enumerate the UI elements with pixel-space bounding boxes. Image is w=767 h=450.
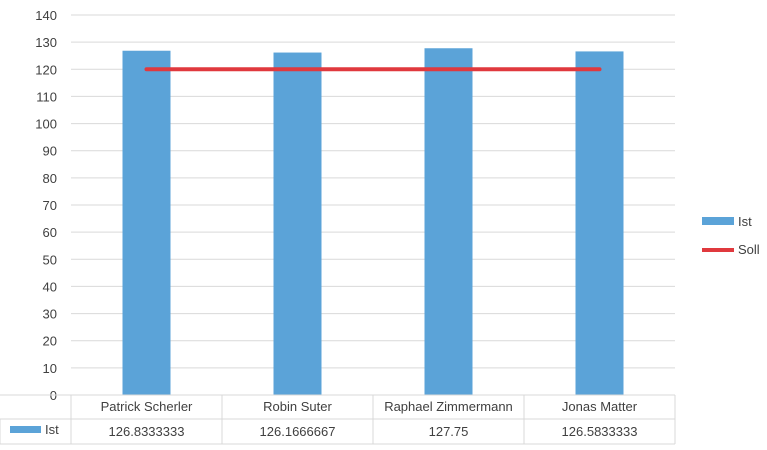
table-value-ist: 127.75 — [429, 424, 469, 439]
y-tick-label: 50 — [43, 252, 57, 267]
bar-ist — [575, 51, 624, 396]
y-tick-label: 30 — [43, 307, 57, 322]
category-label: Robin Suter — [263, 399, 332, 414]
y-axis-ticks: 0102030405060708090100110120130140 — [35, 8, 57, 403]
y-tick-label: 120 — [35, 62, 57, 77]
y-tick-label: 70 — [43, 198, 57, 213]
bar-ist — [122, 50, 171, 395]
data-table: Patrick Scherler Robin Suter Raphael Zimme… — [0, 394, 676, 445]
bar-ist — [424, 48, 473, 395]
table-value-ist: 126.1666667 — [260, 424, 336, 439]
legend: Ist Soll — [702, 214, 760, 257]
legend-label-soll: Soll — [738, 242, 760, 257]
category-label: Patrick Scherler — [101, 399, 193, 414]
legend-label-ist: Ist — [738, 214, 752, 229]
y-tick-label: 110 — [36, 89, 57, 104]
y-tick-label: 130 — [35, 35, 57, 50]
y-tick-label: 60 — [43, 225, 57, 240]
y-tick-label: 80 — [43, 171, 57, 186]
category-label: Jonas Matter — [562, 399, 638, 414]
table-value-ist: 126.5833333 — [562, 424, 638, 439]
y-tick-label: 140 — [35, 8, 57, 23]
table-value-ist: 126.8333333 — [109, 424, 185, 439]
y-tick-label: 10 — [43, 361, 57, 376]
bars-ist — [122, 48, 624, 396]
category-label: Raphael Zimmermann — [384, 399, 513, 414]
y-tick-label: 90 — [43, 144, 57, 159]
y-tick-label: 20 — [43, 334, 57, 349]
table-row-label-ist: Ist — [45, 422, 59, 437]
bar-ist — [273, 52, 322, 396]
y-tick-label: 40 — [43, 279, 57, 294]
legend-key-ist — [702, 217, 734, 225]
table-legend-key-ist — [10, 426, 41, 433]
y-tick-label: 100 — [35, 117, 57, 132]
